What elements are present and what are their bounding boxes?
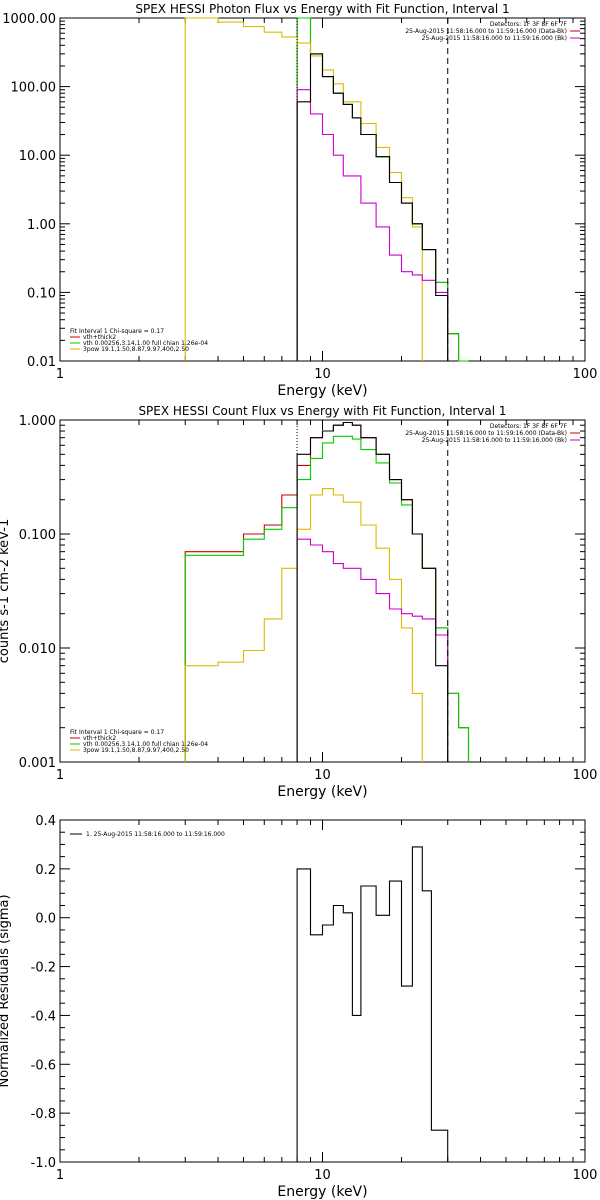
series-line-3 [296, 538, 449, 762]
y-tick-label: -0.8 [31, 1107, 56, 1122]
x-tick-label: 1 [56, 367, 64, 382]
legend-entry: 1. 25-Aug-2015 11:58:16.000 to 11:59:16.… [86, 831, 225, 838]
y-tick-label: 1000.00 [2, 12, 56, 27]
series-line-1 [184, 435, 470, 762]
legend-entry-1: vth+thick2 [83, 735, 116, 742]
legend-heading: Fit Interval 1 Chi-square = 0.17 [70, 729, 164, 736]
legend-entry-3: 3pow 19.1,1.50,8.87,9.97,400,2.50 [83, 747, 189, 754]
y-tick-label: 0.0 [35, 912, 56, 927]
legend-entry-2: vth 0.00256,3.14,1.00 full chian 1.26e-0… [83, 340, 208, 347]
y-axis-label: counts s-1 cm-2 keV-1 [0, 519, 12, 664]
x-axis-label: Energy (keV) [277, 383, 367, 399]
chart-title-1: SPEX HESSI Count Flux vs Energy with Fit… [138, 404, 506, 418]
y-tick-label: 1.00 [27, 218, 56, 233]
legend-entry-2: vth 0.00256,3.14,1.00 full chian 1.26e-0… [83, 741, 208, 748]
y-axis-label: Normalized Residuals (sigma) [0, 894, 12, 1087]
residuals-panel: 1 10 100 Energy (keV) -1.0 -0.8 -0.6 -0.4 -0.2 0.… [0, 814, 597, 1200]
y-tick-label: 0.100 [19, 528, 56, 543]
x-tick-label: 1 [56, 768, 64, 783]
chart-title-0: SPEX HESSI Photon Flux vs Energy with Fi… [135, 2, 509, 16]
y-tick-label: 0.010 [19, 642, 56, 657]
info-line-2: 25-Aug-2015 11:58:16.000 to 11:59:16.000… [422, 437, 567, 444]
y-tick-label: -0.4 [31, 1009, 56, 1024]
info-line-2: 25-Aug-2015 11:58:16.000 to 11:59:16.000… [422, 35, 567, 42]
x-tick-label: 10 [314, 1168, 331, 1183]
series-line-4 [296, 421, 449, 762]
y-tick-label: -0.2 [31, 961, 56, 976]
x-axis-label: Energy (keV) [277, 1184, 367, 1200]
y-tick-label: -1.0 [31, 1156, 56, 1171]
legend-entry-3: 3pow 19.1,1.50,8.87,9.97,400,2.50 [83, 346, 189, 353]
y-tick-label: 0.01 [27, 355, 56, 370]
series-line-0 [296, 17, 460, 361]
x-tick-label: 100 [573, 768, 598, 783]
photon-flux-panel: SPEX HESSI Photon Flux vs Energy with Fi… [2, 2, 597, 399]
series-line-2 [184, 488, 423, 762]
plot-frame [59, 419, 586, 763]
y-tick-label: -0.6 [31, 1058, 56, 1073]
plot-frame [59, 819, 586, 1163]
series-line-2 [184, 17, 423, 361]
info-line-1: 25-Aug-2015 11:58:16.000 to 11:59:16.000… [405, 430, 567, 437]
y-tick-label: 0.2 [35, 863, 56, 878]
y-tick-label: 0.001 [19, 756, 56, 771]
legend-entry-1: vth+thick2 [83, 334, 116, 341]
y-tick-label: 0.4 [35, 814, 56, 829]
info-line-1: 25-Aug-2015 11:58:16.000 to 11:59:16.000… [405, 28, 567, 35]
series-line-0 [296, 846, 449, 1162]
series-line-4 [296, 53, 449, 361]
x-tick-label: 10 [314, 367, 331, 382]
x-axis-label: Energy (keV) [277, 784, 367, 800]
y-tick-label: 10.00 [19, 149, 56, 164]
y-tick-label: 0.10 [27, 286, 56, 301]
x-tick-label: 100 [573, 1168, 598, 1183]
y-tick-label: 100.00 [11, 81, 57, 96]
count-flux-panel: SPEX HESSI Count Flux vs Energy with Fit… [0, 404, 597, 800]
info-line-0: Detectors: 1F 3F 8F 6F 7F [490, 21, 568, 28]
y-tick-label: 1.000 [19, 414, 56, 429]
series-line-3 [296, 89, 449, 361]
x-tick-label: 1 [56, 1168, 64, 1183]
legend-heading: Fit Interval 1 Chi-square = 0.17 [70, 328, 164, 335]
x-tick-label: 10 [314, 768, 331, 783]
info-line-0: Detectors: 1F 3F 8F 6F 7F [490, 423, 568, 430]
series-line-0 [184, 421, 470, 762]
x-tick-label: 100 [573, 367, 598, 382]
